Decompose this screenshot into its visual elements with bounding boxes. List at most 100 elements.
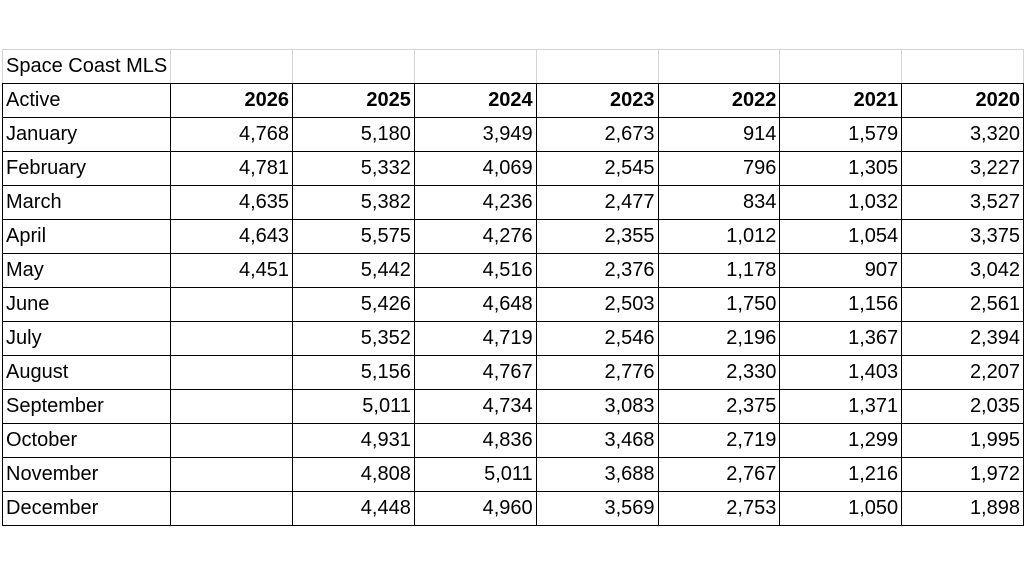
value-cell: 2,719 (657, 423, 781, 458)
value-cell (170, 457, 294, 492)
value-cell: 1,972 (901, 457, 1024, 492)
month-label: June (1, 287, 172, 322)
empty-cell (170, 49, 294, 84)
data-table: Space Coast MLS Active 2026 2025 2024 2023 202… (1, 49, 1024, 526)
value-cell: 4,516 (413, 253, 537, 288)
empty-cell (657, 49, 781, 84)
value-cell: 1,178 (657, 253, 781, 288)
title-row: Space Coast MLS (1, 49, 1024, 84)
value-cell: 4,808 (292, 457, 415, 492)
year-header: 2022 (657, 83, 781, 118)
value-cell: 4,719 (413, 321, 537, 356)
value-cell: 2,545 (535, 151, 659, 186)
empty-cell (535, 49, 659, 84)
month-label: April (1, 219, 172, 254)
empty-cell (292, 49, 415, 84)
month-label: July (1, 321, 172, 356)
value-cell: 4,931 (292, 423, 415, 458)
value-cell: 4,767 (413, 355, 537, 390)
value-cell: 2,207 (901, 355, 1024, 390)
month-row: July 5,352 4,719 2,546 2,196 1,367 2,394 (1, 321, 1024, 356)
value-cell: 5,575 (292, 219, 415, 254)
value-cell: 4,836 (413, 423, 537, 458)
value-cell (170, 491, 294, 526)
value-cell: 2,196 (657, 321, 781, 356)
month-row: May 4,451 5,442 4,516 2,376 1,178 907 3,042 (1, 253, 1024, 288)
month-row: October 4,931 4,836 3,468 2,719 1,299 1,995 (1, 423, 1024, 458)
month-row: November 4,808 5,011 3,688 2,767 1,216 1,972 (1, 457, 1024, 492)
month-label: February (1, 151, 172, 186)
year-header: 2025 (292, 83, 415, 118)
value-cell: 1,403 (779, 355, 903, 390)
month-label: December (1, 491, 172, 526)
month-label: September (1, 389, 172, 424)
value-cell (170, 355, 294, 390)
value-cell: 2,546 (535, 321, 659, 356)
empty-cell (779, 49, 903, 84)
month-row: January 4,768 5,180 3,949 2,673 914 1,579 3,320 (1, 117, 1024, 152)
value-cell: 3,949 (413, 117, 537, 152)
value-cell: 2,375 (657, 389, 781, 424)
value-cell: 1,579 (779, 117, 903, 152)
year-header: 2023 (535, 83, 659, 118)
empty-cell (413, 49, 537, 84)
row-header-label: Active (1, 83, 172, 118)
value-cell: 1,012 (657, 219, 781, 254)
value-cell: 2,330 (657, 355, 781, 390)
value-cell (170, 423, 294, 458)
value-cell: 2,673 (535, 117, 659, 152)
value-cell (170, 321, 294, 356)
value-cell: 2,477 (535, 185, 659, 220)
value-cell: 1,367 (779, 321, 903, 356)
value-cell: 5,180 (292, 117, 415, 152)
value-cell: 3,227 (901, 151, 1024, 186)
month-row: December 4,448 4,960 3,569 2,753 1,050 1,898 (1, 491, 1024, 526)
header-row: Active 2026 2025 2024 2023 2022 2021 2020 (1, 83, 1024, 118)
month-label: August (1, 355, 172, 390)
value-cell: 2,767 (657, 457, 781, 492)
value-cell: 1,032 (779, 185, 903, 220)
value-cell: 1,050 (779, 491, 903, 526)
month-row: September 5,011 4,734 3,083 2,375 1,371 2,035 (1, 389, 1024, 424)
value-cell (170, 287, 294, 322)
value-cell: 1,299 (779, 423, 903, 458)
value-cell: 1,371 (779, 389, 903, 424)
year-header: 2020 (901, 83, 1024, 118)
value-cell: 1,216 (779, 457, 903, 492)
value-cell: 2,376 (535, 253, 659, 288)
value-cell: 4,448 (292, 491, 415, 526)
value-cell: 1,898 (901, 491, 1024, 526)
value-cell: 4,451 (170, 253, 294, 288)
value-cell: 2,035 (901, 389, 1024, 424)
value-cell: 2,776 (535, 355, 659, 390)
value-cell: 4,643 (170, 219, 294, 254)
sheet-title: Space Coast MLS (1, 49, 172, 84)
value-cell: 5,332 (292, 151, 415, 186)
value-cell: 1,054 (779, 219, 903, 254)
value-cell: 3,468 (535, 423, 659, 458)
value-cell: 5,382 (292, 185, 415, 220)
value-cell: 3,688 (535, 457, 659, 492)
value-cell: 907 (779, 253, 903, 288)
value-cell: 796 (657, 151, 781, 186)
value-cell: 4,960 (413, 491, 537, 526)
value-cell: 3,375 (901, 219, 1024, 254)
value-cell: 3,320 (901, 117, 1024, 152)
value-cell: 4,768 (170, 117, 294, 152)
value-cell: 3,083 (535, 389, 659, 424)
month-row: August 5,156 4,767 2,776 2,330 1,403 2,207 (1, 355, 1024, 390)
value-cell: 834 (657, 185, 781, 220)
value-cell: 914 (657, 117, 781, 152)
value-cell: 4,734 (413, 389, 537, 424)
year-header: 2021 (779, 83, 903, 118)
value-cell: 4,648 (413, 287, 537, 322)
month-label: March (1, 185, 172, 220)
value-cell: 5,442 (292, 253, 415, 288)
value-cell: 2,355 (535, 219, 659, 254)
value-cell: 1,156 (779, 287, 903, 322)
value-cell: 5,156 (292, 355, 415, 390)
value-cell: 5,352 (292, 321, 415, 356)
month-row: April 4,643 5,575 4,276 2,355 1,012 1,054 3,375 (1, 219, 1024, 254)
value-cell: 4,781 (170, 151, 294, 186)
value-cell: 4,236 (413, 185, 537, 220)
